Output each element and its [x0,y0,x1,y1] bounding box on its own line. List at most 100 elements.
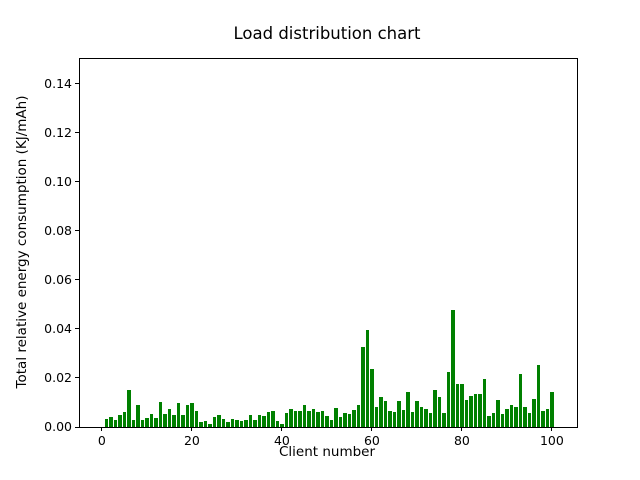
bar-client-5 [122,412,127,427]
bar-client-7 [131,420,136,427]
y-tick-mark [75,132,79,134]
bar-client-29 [230,418,235,427]
bar-client-12 [154,417,158,427]
y-tick-label: 0.10 [44,173,72,189]
bar-client-98 [541,411,545,427]
bar-client-90 [505,408,509,427]
bar-client-82 [469,395,473,427]
x-tick-mark [281,427,283,431]
bar-client-86 [487,416,491,427]
y-tick-label: 0.12 [44,124,72,140]
y-tick-label: 0.08 [44,222,72,238]
bar-client-84 [478,394,482,427]
bar-client-56 [352,410,356,427]
x-tick-label: 20 [183,433,200,448]
chart-title: Load distribution chart [233,24,421,43]
bar-client-8 [136,405,140,427]
bar-client-75 [437,396,442,427]
bar-client-83 [473,394,478,427]
y-tick-label: 0.04 [44,320,72,336]
y-tick-label: 0.00 [44,419,72,434]
y-tick-mark [75,230,79,232]
bar-client-25 [212,417,217,427]
bar-client-91 [509,405,514,427]
bar-client-31 [239,421,244,427]
bar-client-23 [203,421,208,427]
bar-client-63 [383,401,388,427]
bar-client-77 [446,371,451,427]
y-tick-mark [75,181,79,183]
bar-client-87 [491,412,496,427]
bar-client-64 [388,411,392,427]
bar-client-92 [514,406,518,427]
bar-client-19 [185,404,190,427]
x-axis-label: Client number [278,444,376,460]
bar-client-42 [289,408,293,427]
x-tick-label: 40 [273,433,290,448]
bar-client-3 [113,419,118,427]
bar-client-76 [442,412,446,427]
bar-client-24 [208,424,212,427]
bar-client-57 [356,405,361,427]
bar-client-59 [365,330,370,427]
x-tick-mark [551,427,553,431]
bar-client-10 [145,417,149,427]
bar-client-40 [280,424,284,427]
bar-client-100 [550,392,554,427]
bar-client-96 [532,398,536,427]
bar-client-70 [415,401,419,427]
bar-client-39 [275,421,280,427]
bar-client-45 [302,404,307,427]
bar-client-85 [482,379,487,427]
bar-client-51 [329,419,334,427]
bar-client-9 [140,420,145,427]
x-tick-label: 0 [97,433,106,448]
bar-client-58 [361,347,365,427]
y-tick-label: 0.14 [44,75,72,91]
bar-client-37 [266,412,271,427]
y-tick-mark [75,377,79,379]
bar-client-72 [424,408,428,427]
bar-client-32 [244,420,248,427]
bar-client-48 [316,411,320,427]
bar-client-4 [118,414,122,427]
y-tick-mark [75,426,79,428]
bar-client-94 [523,406,527,427]
bar-client-95 [527,412,532,427]
bar-client-43 [293,410,298,427]
bar-client-18 [181,415,185,427]
bar-client-54 [343,412,347,427]
bar-client-81 [464,399,469,427]
bar-client-99 [545,408,550,427]
bar-client-66 [397,400,401,427]
bar-client-14 [163,413,167,427]
bar-client-80 [460,384,464,427]
bar-client-44 [298,410,302,427]
bar-client-62 [379,397,383,427]
x-tick-mark [461,427,463,431]
x-tick-label: 100 [539,433,564,448]
bar-client-35 [257,415,262,427]
y-tick-mark [75,83,79,85]
bar-client-2 [109,417,113,427]
bar-client-97 [536,365,541,427]
bar-client-67 [401,410,406,427]
bar-client-53 [338,417,343,427]
bar-client-1 [104,418,109,427]
bar-client-36 [262,416,266,427]
bar-client-61 [374,407,379,427]
bar-client-41 [284,412,289,427]
bar-client-65 [392,411,397,427]
bar-client-73 [428,412,433,427]
bar-client-22 [199,422,203,427]
y-tick-label: 0.02 [44,369,72,385]
bar-client-30 [235,420,239,427]
bar-client-49 [320,410,325,427]
bar-client-33 [248,414,253,427]
y-tick-mark [75,279,79,281]
bar-client-60 [370,368,374,427]
y-tick-mark [75,328,79,330]
bar-client-20 [190,402,194,427]
bar-client-52 [334,407,338,427]
